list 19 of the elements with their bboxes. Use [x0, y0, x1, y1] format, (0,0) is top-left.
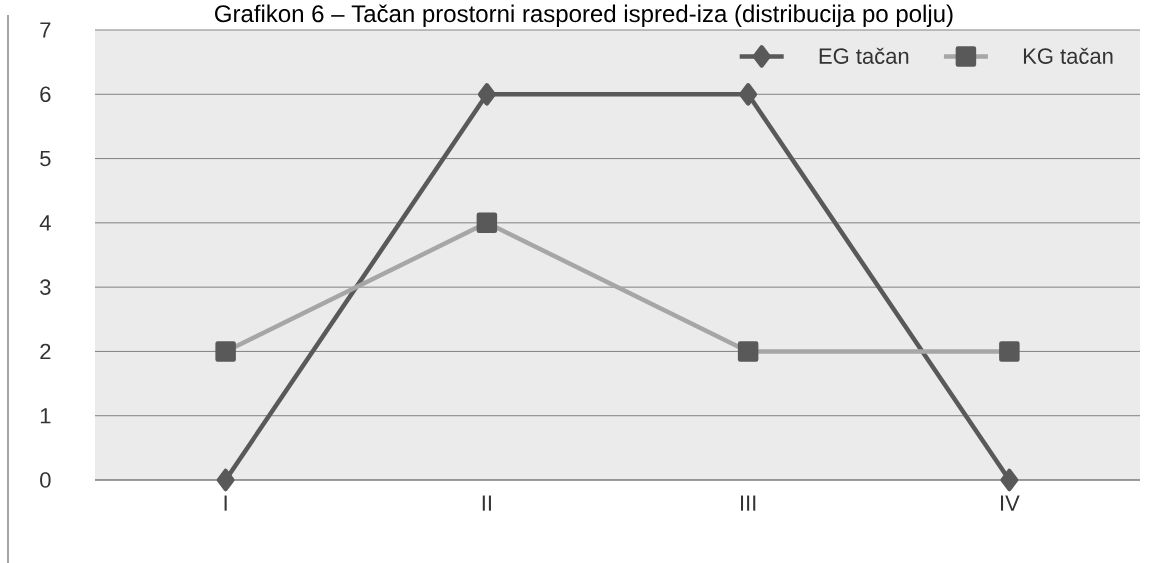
legend-label: KG tačan: [1023, 47, 1113, 64]
point: [216, 468, 235, 492]
point: [477, 83, 496, 106]
y-tick-label: 1: [40, 408, 51, 424]
x-tick-label: IV: [1001, 495, 1020, 511]
y-tick-label: 2: [40, 343, 51, 360]
y-tick-label: 5: [40, 150, 51, 167]
legend-label: EG tačan: [819, 47, 909, 64]
y-tick-label: 3: [40, 279, 51, 295]
chart-title: Grafikon 6 – Tačan prostorni raspored ispred-iza (distribucija po polju): [215, 4, 953, 27]
y-tick-label: 0: [40, 472, 51, 488]
point: [739, 83, 758, 106]
y-tick-label: 7: [40, 22, 51, 38]
y-tick-label: 4: [39, 215, 51, 231]
x-tick-label: I: [224, 495, 227, 511]
x-tick-label: III: [740, 495, 756, 511]
x-tick-label: II: [482, 495, 491, 511]
y-tick-label: 6: [40, 86, 51, 103]
point: [1000, 468, 1019, 492]
